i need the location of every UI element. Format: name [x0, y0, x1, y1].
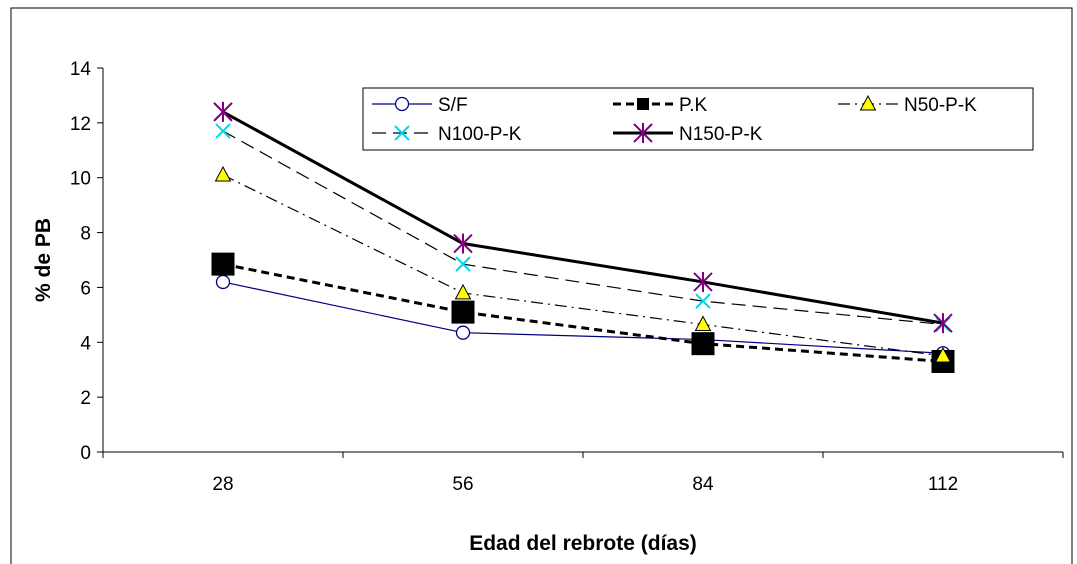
series-line	[222, 110, 944, 325]
y-tick-label: 8	[80, 224, 91, 245]
y-tick-label: 12	[70, 114, 91, 135]
data-point	[455, 256, 471, 272]
y-tick-label: 0	[80, 443, 91, 464]
legend-label: S/F	[438, 95, 468, 116]
legend-marker	[633, 123, 653, 143]
data-point	[691, 332, 715, 356]
y-tick-label: 10	[70, 169, 91, 190]
legend-item: N150-P-K	[613, 123, 763, 145]
data-point	[213, 101, 233, 122]
series-n150-p-k	[213, 101, 953, 334]
y-tick-label: 4	[80, 333, 91, 354]
legend-marker	[637, 98, 649, 110]
y-tick-label: 6	[80, 278, 91, 299]
legend-label: P.K	[679, 95, 708, 116]
legend-item: N100-P-K	[372, 124, 522, 145]
data-point	[211, 252, 235, 276]
x-axis-title: Edad del rebrote (días)	[469, 532, 697, 555]
data-point	[693, 271, 713, 292]
data-point	[933, 313, 953, 334]
legend-label: N50-P-K	[904, 95, 977, 116]
data-point	[453, 233, 473, 254]
axes: 0 2 4 6 8 10 12 14 28 56 84 112	[70, 59, 1064, 495]
data-point	[454, 283, 472, 300]
legend-label: N150-P-K	[679, 124, 763, 145]
series-line	[222, 281, 944, 354]
legend-marker	[394, 125, 410, 141]
data-point	[451, 300, 475, 324]
data-point	[214, 165, 232, 182]
x-tick-label: 28	[212, 474, 233, 495]
legend-label: N100-P-K	[438, 124, 522, 145]
legend-marker	[859, 94, 877, 111]
data-point	[455, 325, 471, 340]
series-line	[222, 130, 944, 326]
data-point	[215, 274, 231, 290]
legend-item: P.K	[613, 95, 708, 116]
y-tick-label: 14	[70, 59, 92, 80]
series-p-k	[211, 252, 955, 373]
series-line	[222, 174, 944, 357]
y-tick-label: 2	[80, 388, 91, 409]
data-point	[694, 315, 712, 331]
series-line	[222, 262, 944, 363]
x-tick-label: 84	[692, 474, 714, 495]
legend-box	[362, 87, 1034, 151]
x-tick-label: 56	[452, 474, 473, 495]
y-axis-title: % de PB	[32, 218, 55, 302]
legend-item: S/F	[372, 95, 468, 116]
series-n50-p-k	[214, 165, 952, 363]
x-tick-label: 112	[928, 474, 958, 495]
legend: S/F P.K N50-P-K N100-P-K N150-P-K	[362, 87, 1034, 151]
data-point	[695, 293, 711, 309]
legend-marker	[394, 96, 410, 112]
data-point	[215, 123, 231, 139]
data-point	[934, 346, 952, 363]
legend-item: N50-P-K	[838, 94, 977, 116]
series-group	[211, 101, 955, 373]
